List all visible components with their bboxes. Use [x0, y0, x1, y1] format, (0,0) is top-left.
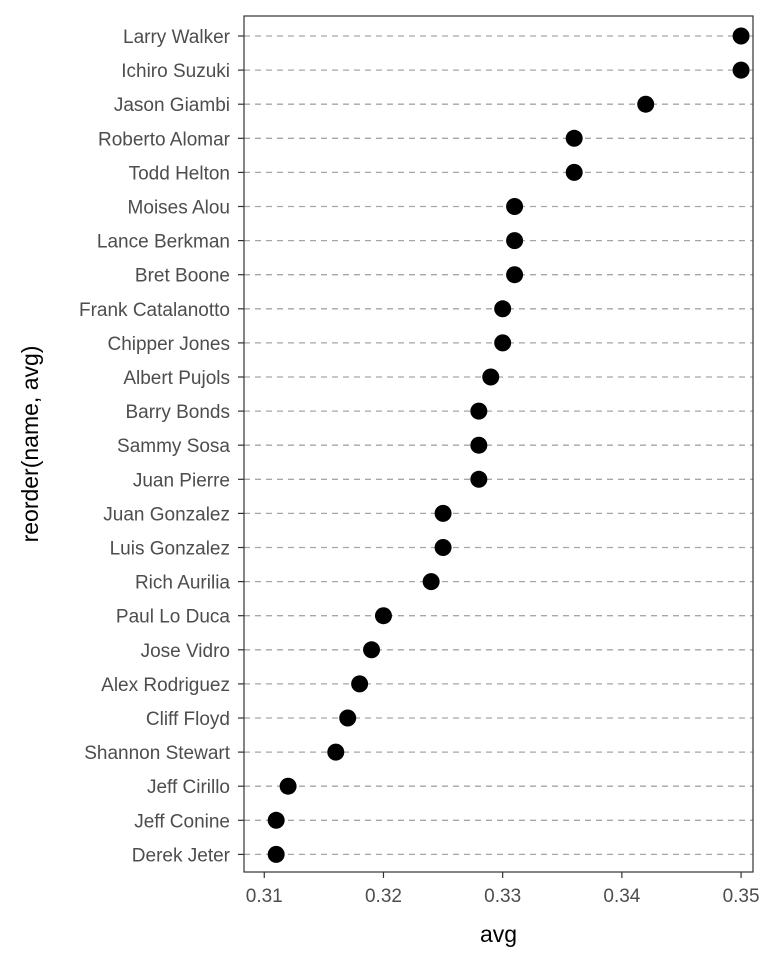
x-axis: 0.31 0.32 0.33 0.34 0.35 — [246, 872, 760, 907]
y-tick-label: Alex Rodriguez — [101, 675, 230, 696]
data-point — [327, 743, 345, 761]
panel-border — [243, 15, 754, 873]
y-tick-label: Roberto Alomar — [98, 129, 231, 150]
y-tick-label: Juan Gonzalez — [103, 504, 230, 525]
y-tick-label: Luis Gonzalez — [110, 539, 230, 560]
y-tick-label: Todd Helton — [129, 163, 230, 184]
y-tick-label: Albert Pujols — [123, 368, 230, 389]
data-point — [339, 709, 357, 727]
data-point — [470, 470, 488, 488]
x-tick-label: 0.35 — [723, 886, 760, 907]
data-point — [267, 845, 285, 863]
data-point — [506, 266, 524, 284]
data-point — [494, 334, 512, 352]
data-point — [732, 27, 750, 45]
y-tick-label: Derek Jeter — [132, 845, 231, 866]
data-point — [506, 198, 524, 215]
y-tick-label: Moises Alou — [128, 198, 230, 219]
data-point — [482, 368, 500, 386]
y-tick-label: Chipper Jones — [107, 334, 230, 355]
y-tick-label: Rich Aurilia — [135, 573, 230, 594]
y-tick-label: Bret Boone — [135, 266, 230, 287]
x-tick-label: 0.33 — [484, 886, 521, 907]
data-point — [279, 777, 297, 795]
y-tick-label: Paul Lo Duca — [116, 607, 231, 628]
data-point — [267, 811, 285, 829]
x-axis-title: avg — [480, 921, 517, 947]
x-tick-label: 0.34 — [603, 886, 640, 907]
data-point — [494, 300, 512, 318]
data-point — [637, 95, 655, 113]
data-point — [470, 402, 488, 420]
data-point — [470, 436, 488, 454]
y-tick-label: Barry Bonds — [125, 402, 230, 423]
x-tick-label: 0.32 — [365, 886, 402, 907]
data-point — [506, 232, 524, 250]
data-point — [351, 675, 369, 693]
y-tick-label: Cliff Floyd — [146, 709, 230, 730]
data-point — [363, 641, 381, 659]
data-point — [434, 539, 452, 556]
data-point — [565, 129, 583, 147]
y-axis: Larry Walker Ichiro Suzuki Jason Giambi Rob… — [79, 27, 244, 866]
y-tick-label: Frank Catalanotto — [79, 300, 230, 321]
y-tick-label: Shannon Stewart — [84, 743, 230, 764]
data-point — [565, 163, 583, 181]
y-axis-title: reorder(name, avg) — [17, 346, 43, 543]
y-tick-label: Jeff Conine — [134, 811, 230, 832]
y-tick-label: Jason Giambi — [114, 95, 230, 116]
y-tick-label: Larry Walker — [123, 27, 231, 48]
x-tick-label: 0.31 — [246, 886, 283, 907]
data-point — [374, 607, 392, 625]
y-tick-label: Juan Pierre — [133, 470, 230, 491]
data-point — [732, 61, 750, 79]
y-tick-label: Lance Berkman — [97, 232, 230, 253]
y-tick-label: Jose Vidro — [141, 641, 230, 662]
data-point — [434, 504, 452, 522]
data-points — [267, 27, 750, 863]
data-point — [422, 573, 440, 591]
y-tick-label: Ichiro Suzuki — [121, 61, 230, 82]
y-tick-label: Sammy Sosa — [117, 436, 230, 457]
y-tick-label: Jeff Cirillo — [147, 777, 230, 798]
